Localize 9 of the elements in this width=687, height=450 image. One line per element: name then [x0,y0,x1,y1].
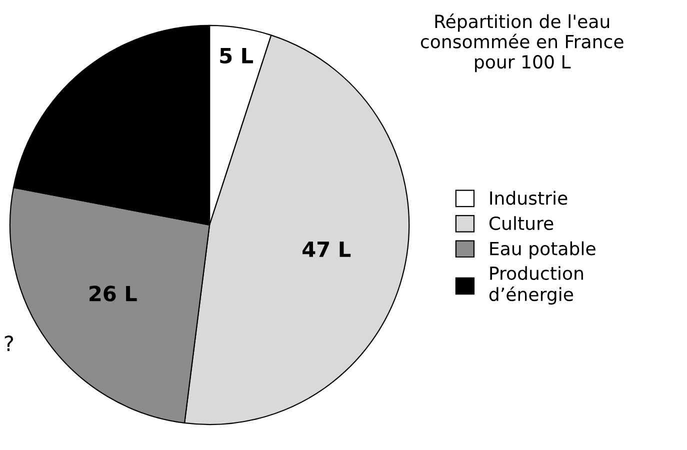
legend-label: Production d’énergie [489,266,583,305]
text: Répartition de l'eau consommée en France pour 100 L [420,14,624,72]
legend-label: Industrie [490,190,568,205]
data-label: 5 L [220,48,254,64]
legend-label: Eau potable [490,241,596,259]
data-label: 26 L [90,286,137,302]
text: ? [4,336,14,351]
data-label: 47 L [302,242,351,257]
legend-label: Culture [489,216,554,230]
